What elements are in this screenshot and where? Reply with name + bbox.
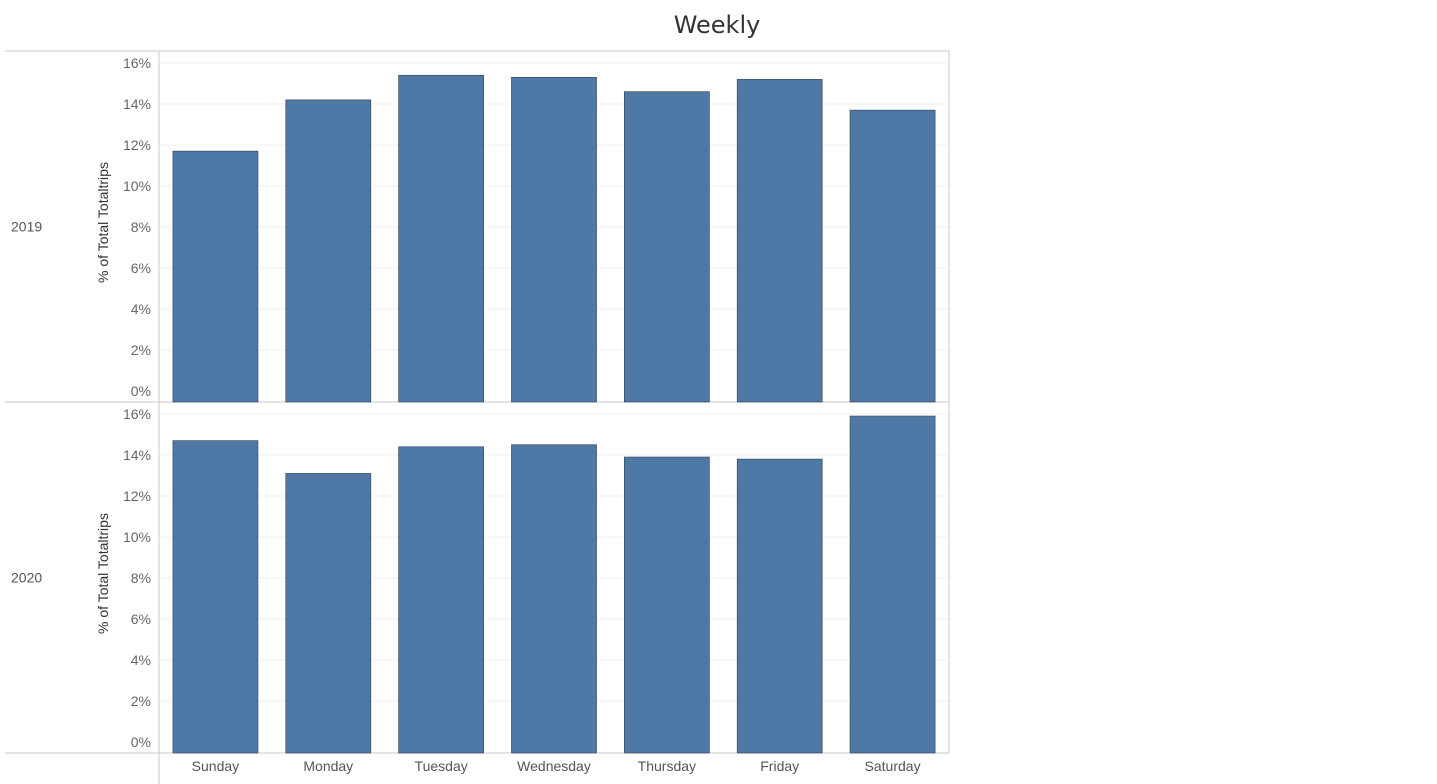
y-axis-title: % of Total Totaltrips bbox=[95, 513, 111, 634]
bar-2020-wednesday bbox=[511, 444, 597, 754]
bar-2020-sunday bbox=[172, 440, 259, 754]
bar-2020-saturday bbox=[849, 415, 936, 754]
y-tick-label: 6% bbox=[131, 611, 151, 627]
y-tick-label: 12% bbox=[123, 488, 151, 504]
y-tick-label: 8% bbox=[131, 219, 151, 235]
bar-2020-tuesday bbox=[398, 446, 484, 754]
bar-2020-friday bbox=[736, 458, 823, 754]
chart-panels: 0% 2% 4% 6% 8% 10% 12% 14% 16% 2019 % of Total Tot… bbox=[5, 50, 950, 784]
chart-title: Weekly bbox=[674, 11, 761, 39]
bar-2020-monday bbox=[285, 473, 372, 754]
row-label-2020: 2020 bbox=[11, 570, 42, 586]
bar-2019-tuesday bbox=[398, 74, 484, 403]
y-tick-label: 6% bbox=[131, 260, 151, 276]
bar-2019-thursday bbox=[624, 91, 710, 403]
bar-2019-saturday bbox=[849, 109, 936, 403]
bar-2019-friday bbox=[736, 79, 823, 403]
x-tick-label: Friday bbox=[760, 758, 799, 774]
y-tick-label: 2% bbox=[131, 693, 151, 709]
bar-2019-wednesday bbox=[511, 76, 597, 403]
y-tick-label: 0% bbox=[131, 383, 151, 399]
y-tick-label: 16% bbox=[123, 55, 151, 71]
panel-2019: 0% 2% 4% 6% 8% 10% 12% 14% 16% 2019 % of Total Tot… bbox=[5, 55, 949, 403]
y-tick-label: 16% bbox=[123, 406, 151, 422]
y-tick-label: 14% bbox=[123, 447, 151, 463]
y-tick-label: 0% bbox=[131, 734, 151, 750]
bar-2020-thursday bbox=[624, 456, 710, 754]
x-tick-label: Monday bbox=[303, 758, 353, 774]
x-tick-label: Tuesday bbox=[415, 758, 468, 774]
x-tick-label: Saturday bbox=[865, 758, 921, 774]
panel-2020: 0% 2% 4% 6% 8% 10% 12% 14% 16% 2020 % of Total Tot… bbox=[5, 406, 949, 754]
row-label-2019: 2019 bbox=[11, 219, 42, 235]
bar-2019-sunday bbox=[172, 150, 259, 403]
y-tick-label: 10% bbox=[123, 178, 151, 194]
y-tick-label: 4% bbox=[131, 301, 151, 317]
y-tick-label: 2% bbox=[131, 342, 151, 358]
y-tick-label: 4% bbox=[131, 652, 151, 668]
y-tick-label: 10% bbox=[123, 529, 151, 545]
x-tick-label: Wednesday bbox=[517, 758, 591, 774]
y-tick-label: 8% bbox=[131, 570, 151, 586]
x-tick-label: Thursday bbox=[638, 758, 696, 774]
y-tick-label: 14% bbox=[123, 96, 151, 112]
y-tick-label: 12% bbox=[123, 137, 151, 153]
bar-2019-monday bbox=[285, 99, 372, 403]
x-tick-label: Sunday bbox=[192, 758, 239, 774]
x-axis: Sunday Monday Tuesday Wednesday Thursday Frid… bbox=[192, 758, 921, 774]
y-axis-title: % of Total Totaltrips bbox=[95, 162, 111, 283]
